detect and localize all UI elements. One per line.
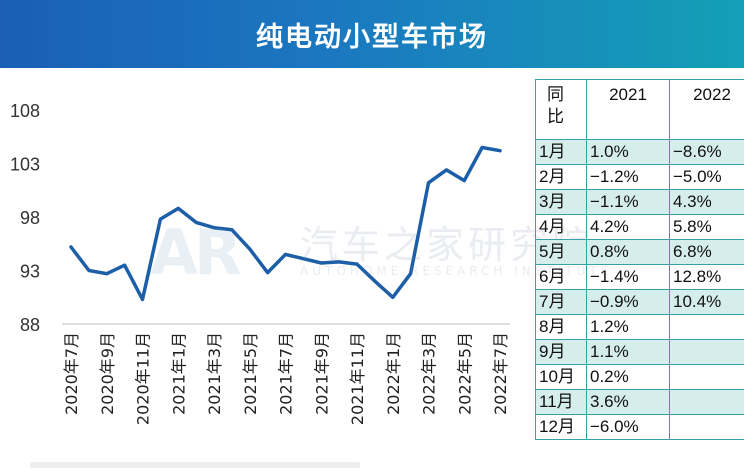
table-cell-2022	[669, 314, 744, 340]
table-cell-2021: 3.6%	[586, 389, 670, 415]
table-row: 5月 0.8% 6.8%	[535, 239, 744, 265]
x-tick-label: 2020年9月	[98, 332, 117, 415]
yoy-label: 同 比	[547, 85, 564, 126]
x-tick-label: 2021年9月	[312, 332, 331, 415]
chart-title: 纯电动小型车市场	[256, 21, 488, 53]
y-tick-label: 98	[20, 208, 40, 228]
table-cell-2021: −6.0%	[586, 414, 670, 440]
line-chart: 88 93 98 103 108 2020年7月 2020年9月 2020年11月 2021年1…	[10, 101, 510, 425]
table-row: 9月 1.1%	[535, 339, 744, 365]
table-cell-2021: 1.2%	[586, 314, 670, 340]
table-cell-2022	[669, 364, 744, 390]
table-header-row: 同 比 2021 2022	[535, 79, 744, 140]
x-tick-label: 2021年11月	[348, 332, 367, 425]
x-tick-label: 2021年5月	[241, 332, 260, 415]
table-cell-2022	[669, 389, 744, 415]
table-cell-2022: −5.0%	[669, 164, 744, 190]
x-tick-label: 2021年3月	[205, 332, 224, 415]
table-cell-month: 2月	[535, 164, 587, 190]
table-row: 7月 −0.9% 10.4%	[535, 289, 744, 315]
x-tick-label: 2021年1月	[169, 332, 188, 415]
x-tick-label: 2022年1月	[384, 332, 403, 415]
table-cell-2021: 0.8%	[586, 239, 670, 265]
table-row: 8月 1.2%	[535, 314, 744, 340]
table-header-2021: 2021	[586, 79, 670, 140]
table-header-2022: 2022	[669, 79, 744, 140]
yoy-table: 同 比 2021 2022 1月 1.0% −8.6% 2月 −1.2% −5.0% 3月 −…	[535, 79, 744, 440]
x-tick-label: 2020年7月	[62, 332, 81, 415]
table-cell-2021: −1.4%	[586, 264, 670, 290]
table-cell-2021: 1.0%	[586, 139, 670, 165]
title-banner: 纯电动小型车市场	[0, 0, 744, 68]
table-row: 11月 3.6%	[535, 389, 744, 415]
table-cell-month: 6月	[535, 264, 587, 290]
table-cell-2021: 4.2%	[586, 214, 670, 240]
x-tick-label: 2022年7月	[491, 332, 510, 415]
table-cell-month: 12月	[535, 414, 587, 440]
table-cell-month: 5月	[535, 239, 587, 265]
table-row: 10月 0.2%	[535, 364, 744, 390]
table-row: 12月 −6.0%	[535, 414, 744, 440]
table-cell-month: 10月	[535, 364, 587, 390]
table-cell-2022: 6.8%	[669, 239, 744, 265]
table-cell-2022: −8.6%	[669, 139, 744, 165]
table-row: 1月 1.0% −8.6%	[535, 139, 744, 165]
table-row: 2月 −1.2% −5.0%	[535, 164, 744, 190]
table-cell-2021: −0.9%	[586, 289, 670, 315]
table-cell-month: 8月	[535, 314, 587, 340]
x-tick-label: 2022年3月	[420, 332, 439, 415]
y-tick-label: 93	[20, 262, 40, 282]
table-cell-2021: 1.1%	[586, 339, 670, 365]
y-tick-label: 103	[10, 155, 40, 175]
x-tick-label: 2022年5月	[455, 332, 474, 415]
y-tick-label: 88	[20, 315, 40, 335]
footer-note	[30, 462, 360, 468]
series-line	[69, 145, 502, 302]
y-tick-label: 108	[10, 101, 40, 121]
table-cell-2022: 4.3%	[669, 189, 744, 215]
table-cell-2022	[669, 339, 744, 365]
table-cell-2021: −1.2%	[586, 164, 670, 190]
table-cell-month: 11月	[535, 389, 587, 415]
table-row: 3月 −1.1% 4.3%	[535, 189, 744, 215]
table-cell-2022: 10.4%	[669, 289, 744, 315]
table-cell-month: 3月	[535, 189, 587, 215]
x-tick-label: 2020年11月	[134, 332, 153, 425]
table-row: 6月 −1.4% 12.8%	[535, 264, 744, 290]
table-cell-2022: 12.8%	[669, 264, 744, 290]
table-cell-month: 7月	[535, 289, 587, 315]
table-cell-2021: −1.1%	[586, 189, 670, 215]
x-tick-label: 2021年7月	[277, 332, 296, 415]
table-cell-month: 9月	[535, 339, 587, 365]
table-header-label: 同 比	[535, 79, 587, 140]
table-cell-2022	[669, 414, 744, 440]
table-row: 4月 4.2% 5.8%	[535, 214, 744, 240]
table-cell-2021: 0.2%	[586, 364, 670, 390]
table-cell-month: 1月	[535, 139, 587, 165]
table-cell-month: 4月	[535, 214, 587, 240]
table-cell-2022: 5.8%	[669, 214, 744, 240]
